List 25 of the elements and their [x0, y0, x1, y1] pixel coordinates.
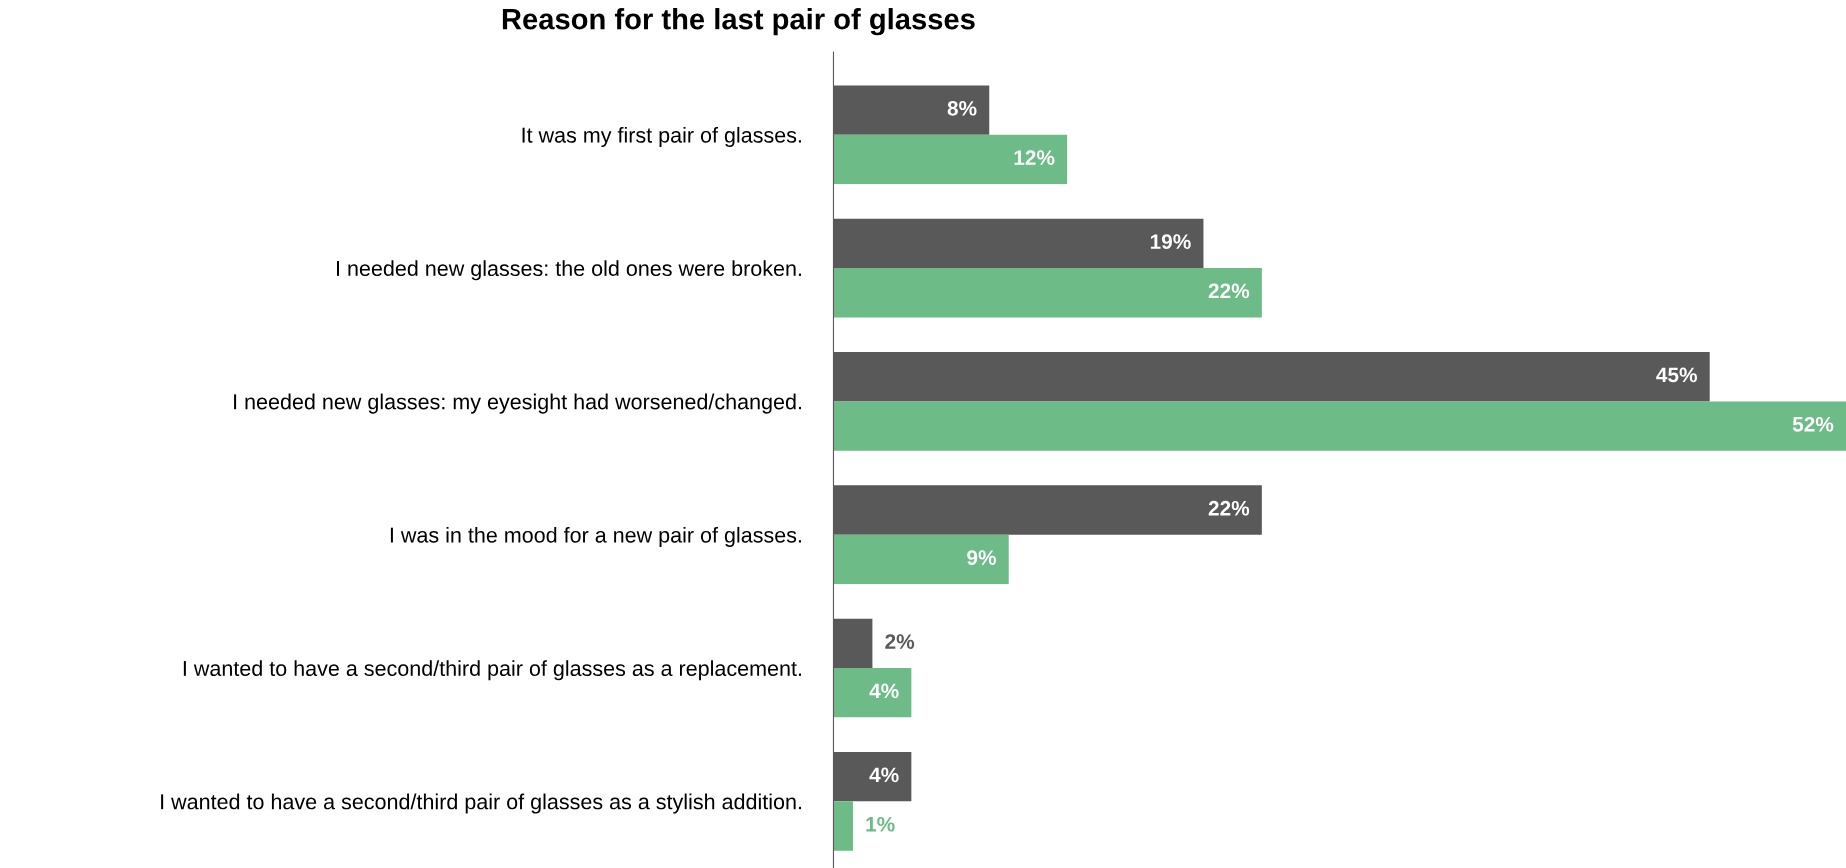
data-label: 9% [967, 550, 997, 565]
data-label: 1% [866, 816, 895, 832]
data-label: 22% [1208, 283, 1250, 299]
data-label: 45% [1656, 367, 1697, 383]
y-tick-label: I was in the mood for a new pair of glasses. [390, 526, 801, 547]
data-label: 4% [869, 767, 899, 783]
data-label: 8% [947, 100, 977, 116]
y-tick-label: I wanted to have a second/third pair of glasses as a replacement. [183, 660, 801, 681]
data-label: 2% [885, 634, 915, 649]
bar [833, 268, 1262, 318]
chart-title: Reason for the last pair of glasses [502, 8, 975, 36]
bar [833, 134, 1068, 185]
data-label: 19% [1150, 234, 1191, 249]
data-label: 22% [1208, 500, 1250, 516]
bar [833, 401, 1846, 451]
y-tick-label: I wanted to have a second/third pair of glasses as a stylish addition. [161, 793, 801, 814]
y-tick-label: I needed new glasses: my eyesight had worsened/changed. [234, 393, 801, 414]
y-tick-label: It was my first pair of glasses. [522, 126, 801, 148]
bar [833, 668, 912, 718]
data-label: 52% [1792, 416, 1834, 432]
data-label: 12% [1014, 150, 1055, 165]
y-tick-label: I needed new glasses: the old ones were broken. [337, 260, 801, 281]
bar [833, 801, 853, 851]
data-label: 4% [869, 683, 899, 699]
bar [833, 534, 1009, 585]
